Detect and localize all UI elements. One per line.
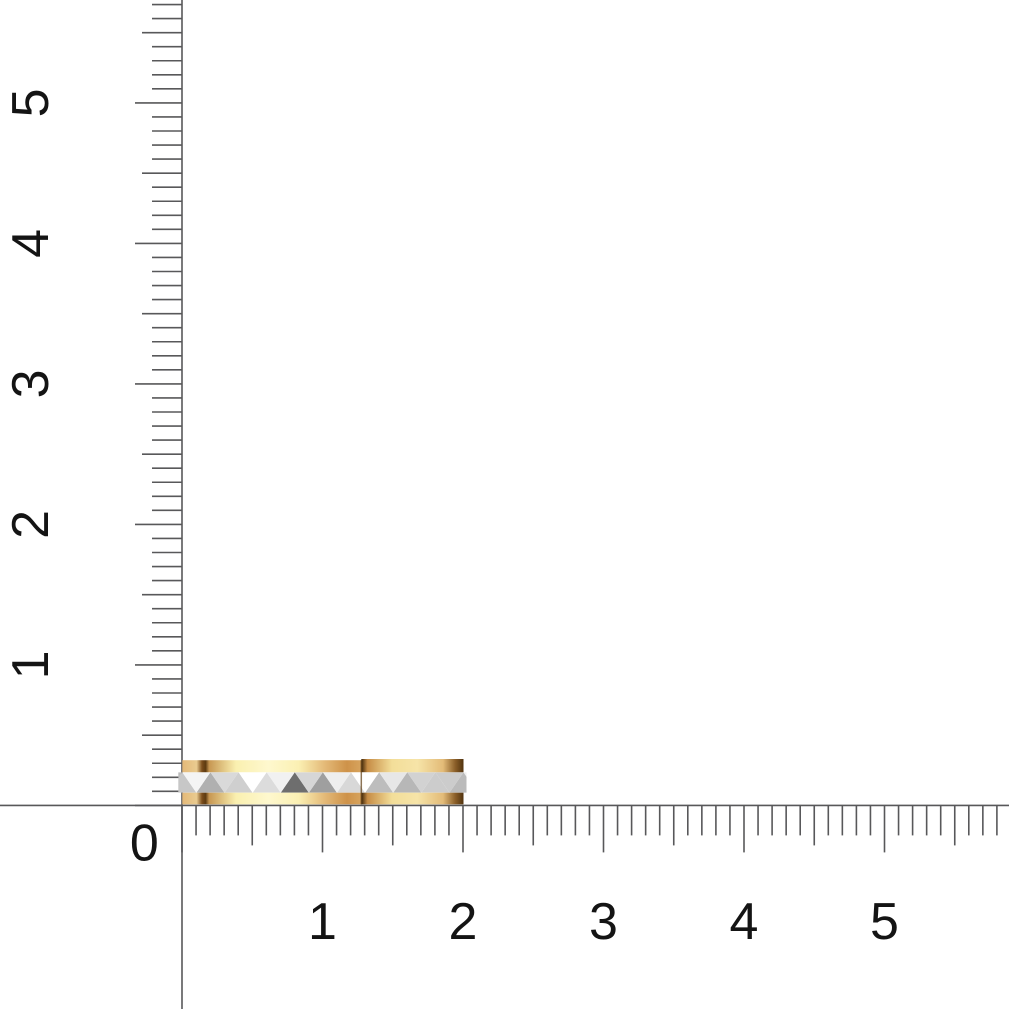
svg-text:4: 4 bbox=[2, 229, 60, 258]
svg-text:1: 1 bbox=[308, 893, 337, 951]
svg-text:1: 1 bbox=[2, 650, 60, 679]
svg-text:0: 0 bbox=[130, 815, 159, 873]
svg-text:3: 3 bbox=[589, 893, 618, 951]
svg-text:2: 2 bbox=[449, 893, 478, 951]
svg-text:5: 5 bbox=[870, 893, 899, 951]
svg-text:4: 4 bbox=[730, 893, 759, 951]
svg-text:3: 3 bbox=[2, 369, 60, 398]
svg-text:5: 5 bbox=[2, 88, 60, 117]
svg-text:2: 2 bbox=[2, 510, 60, 539]
